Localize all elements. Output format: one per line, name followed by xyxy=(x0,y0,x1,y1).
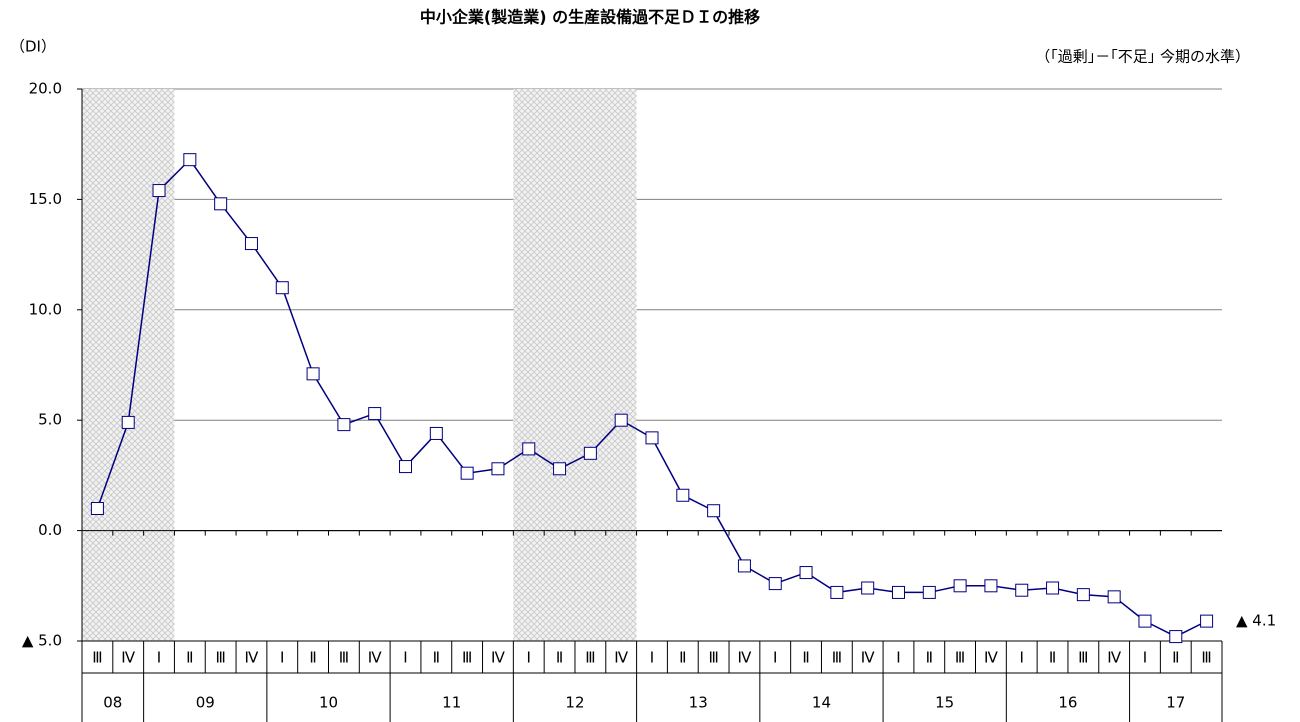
marker xyxy=(368,407,382,421)
marker xyxy=(1107,590,1121,604)
group-label: 14 xyxy=(812,694,831,712)
y-tick-label: 0.0 xyxy=(38,521,62,539)
y-tick-label: ▲ 5.0 xyxy=(22,632,62,650)
group-label: 17 xyxy=(1166,694,1185,712)
x-tick-label: Ⅰ xyxy=(403,649,407,667)
x-tick-label: Ⅲ xyxy=(92,649,102,667)
marker xyxy=(861,581,875,595)
marker xyxy=(922,585,936,599)
marker xyxy=(522,442,536,456)
series-line xyxy=(96,158,1207,638)
x-tick-label: Ⅲ xyxy=(708,649,718,667)
group-label: 11 xyxy=(442,694,461,712)
x-tick-label: Ⅲ xyxy=(339,649,349,667)
x-tick-label: Ⅱ xyxy=(1049,649,1056,667)
x-tick-label: Ⅲ xyxy=(955,649,965,667)
x-tick-label: Ⅲ xyxy=(1201,649,1211,667)
marker xyxy=(737,559,751,573)
x-tick-label: Ⅱ xyxy=(433,649,440,667)
marker xyxy=(460,466,474,480)
marker xyxy=(707,504,721,518)
x-tick-label: Ⅲ xyxy=(832,649,842,667)
marker xyxy=(121,415,135,429)
x-tick-label: Ⅱ xyxy=(926,649,933,667)
marker xyxy=(1200,614,1214,628)
x-tick-label: Ⅰ xyxy=(650,649,654,667)
x-tick-label: Ⅱ xyxy=(1172,649,1179,667)
group-label: 16 xyxy=(1058,694,1077,712)
x-tick-label: Ⅱ xyxy=(309,649,316,667)
marker xyxy=(152,184,166,198)
x-tick-label: Ⅱ xyxy=(556,649,563,667)
marker xyxy=(183,153,197,167)
group-label: 13 xyxy=(689,694,708,712)
marker xyxy=(244,237,258,251)
x-tick-label: Ⅳ xyxy=(368,649,382,667)
group-label: 09 xyxy=(196,694,215,712)
y-tick-label: 5.0 xyxy=(38,411,62,429)
marker xyxy=(429,426,443,440)
x-tick-label: Ⅰ xyxy=(773,649,777,667)
marker xyxy=(676,488,690,502)
x-tick-label: Ⅱ xyxy=(802,649,809,667)
marker xyxy=(1138,614,1152,628)
marker xyxy=(1015,583,1029,597)
x-tick-label: Ⅲ xyxy=(215,649,225,667)
marker xyxy=(553,462,567,476)
y-tick-label: 15.0 xyxy=(29,190,62,208)
marker xyxy=(337,418,351,432)
group-label: 12 xyxy=(565,694,584,712)
marker xyxy=(891,585,905,599)
marker xyxy=(1169,630,1183,644)
x-tick-label: Ⅲ xyxy=(585,649,595,667)
marker xyxy=(984,579,998,593)
group-label: 08 xyxy=(103,694,122,712)
marker xyxy=(799,566,813,580)
y-tick-label: 10.0 xyxy=(29,300,62,318)
x-tick-label: Ⅳ xyxy=(861,649,875,667)
chart-title: 中小企業(製造業) の生産設備過不足ＤＩの推移 xyxy=(420,8,760,27)
marker xyxy=(399,460,413,474)
marker xyxy=(583,446,597,460)
marker xyxy=(306,367,320,381)
x-tick-label: Ⅳ xyxy=(614,649,628,667)
marker xyxy=(275,281,289,295)
marker xyxy=(1076,588,1090,602)
y-axis-label: （DI） xyxy=(10,38,56,56)
y-tick-label: 20.0 xyxy=(29,80,62,98)
x-tick-label: Ⅰ xyxy=(896,649,900,667)
x-tick-label: Ⅲ xyxy=(1078,649,1088,667)
shaded-period xyxy=(82,89,175,641)
x-tick-label: Ⅰ xyxy=(1020,649,1024,667)
x-tick-label: Ⅰ xyxy=(527,649,531,667)
marker xyxy=(768,577,782,591)
x-tick-label: Ⅰ xyxy=(280,649,284,667)
x-tick-label: Ⅰ xyxy=(1143,649,1147,667)
marker xyxy=(830,585,844,599)
x-tick-label: Ⅳ xyxy=(984,649,998,667)
x-tick-label: Ⅳ xyxy=(245,649,259,667)
marker xyxy=(953,579,967,593)
marker xyxy=(645,431,659,445)
note: （｢過剰｣－｢不足｣ 今期の水準） xyxy=(1035,48,1250,66)
x-tick-label: Ⅱ xyxy=(679,649,686,667)
x-tick-label: Ⅳ xyxy=(121,649,135,667)
marker xyxy=(614,413,628,427)
marker xyxy=(214,197,228,211)
x-tick-label: Ⅰ xyxy=(157,649,161,667)
group-label: 10 xyxy=(319,694,338,712)
data-label: ▲ 4.1 xyxy=(1236,612,1276,630)
x-tick-label: Ⅲ xyxy=(462,649,472,667)
x-tick-label: Ⅳ xyxy=(491,649,505,667)
marker xyxy=(1046,581,1060,595)
marker xyxy=(90,502,104,516)
x-tick-label: Ⅳ xyxy=(1107,649,1121,667)
x-tick-label: Ⅱ xyxy=(186,649,193,667)
shaded-period xyxy=(513,89,637,641)
x-tick-label: Ⅳ xyxy=(738,649,752,667)
marker xyxy=(491,462,505,476)
group-label: 15 xyxy=(935,694,954,712)
